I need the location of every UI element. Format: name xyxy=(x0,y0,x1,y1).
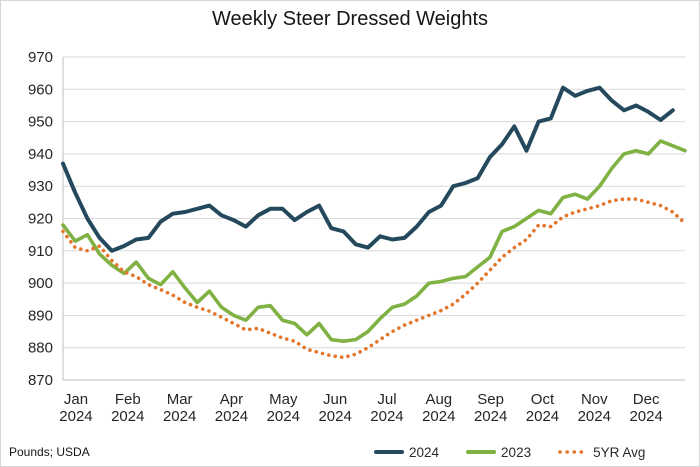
x-axis-month-label: Oct 2024 xyxy=(526,391,559,425)
legend-item-2024: 2024 xyxy=(373,443,439,461)
x-axis-month-label: Aug 2024 xyxy=(422,391,455,425)
legend-label-2024: 2024 xyxy=(409,444,440,460)
x-axis-month-label: Jul 2024 xyxy=(370,391,403,425)
x-axis-month-label: Apr 2024 xyxy=(215,391,248,425)
legend-swatch-2023-line-icon xyxy=(465,443,497,461)
series-line-2024 xyxy=(61,85,675,253)
y-axis-tick-label: 910 xyxy=(28,243,53,260)
y-axis-tick-label: 890 xyxy=(28,307,53,324)
y-axis-tick-label: 960 xyxy=(28,81,53,98)
y-axis-tick-label: 920 xyxy=(28,211,53,228)
y-axis-tick-label: 930 xyxy=(28,178,53,195)
legend-swatch-2024-line-icon xyxy=(373,443,405,461)
y-axis-tick-label: 970 xyxy=(28,49,53,66)
x-axis-month-label: Sep 2024 xyxy=(474,391,507,425)
x-axis-month-label: Mar 2024 xyxy=(163,391,196,425)
y-axis-tick-label: 950 xyxy=(28,114,53,131)
y-axis-tick-label: 880 xyxy=(28,340,53,357)
legend-item-2023: 2023 xyxy=(465,443,531,461)
x-axis-month-label: Feb 2024 xyxy=(111,391,144,425)
x-axis-month-label: Jan 2024 xyxy=(59,391,92,425)
x-axis-month-label: Nov 2024 xyxy=(578,391,611,425)
plot-area: 970 960 950 940 930 920 910 900 890 880 870 Jan 2024… xyxy=(28,49,687,425)
legend-label-5yr-avg: 5YR Avg xyxy=(593,444,646,460)
x-axis-month-label: May 2024 xyxy=(267,391,300,425)
legend-label-2023: 2023 xyxy=(501,444,532,460)
legend-swatch-5yr-dotted-icon xyxy=(557,443,589,461)
series-line-5yr-avg xyxy=(61,197,687,360)
source-note: Pounds; USDA xyxy=(9,445,90,459)
legend: 2024 2023 5YR Avg xyxy=(373,443,645,461)
y-axis-tick-label: 870 xyxy=(28,372,53,389)
legend-item-5yr-avg: 5YR Avg xyxy=(557,443,645,461)
y-axis-tick-label: 900 xyxy=(28,275,53,292)
series-line-2023 xyxy=(61,139,687,344)
y-axis-tick-label: 940 xyxy=(28,146,53,163)
x-axis-month-label: Dec 2024 xyxy=(629,391,662,425)
x-axis-month-label: Jun 2024 xyxy=(318,391,351,425)
chart-title: Weekly Steer Dressed Weights xyxy=(211,8,489,30)
chart-footer: Pounds; USDA 2024 2023 5YR Avg xyxy=(1,440,699,466)
